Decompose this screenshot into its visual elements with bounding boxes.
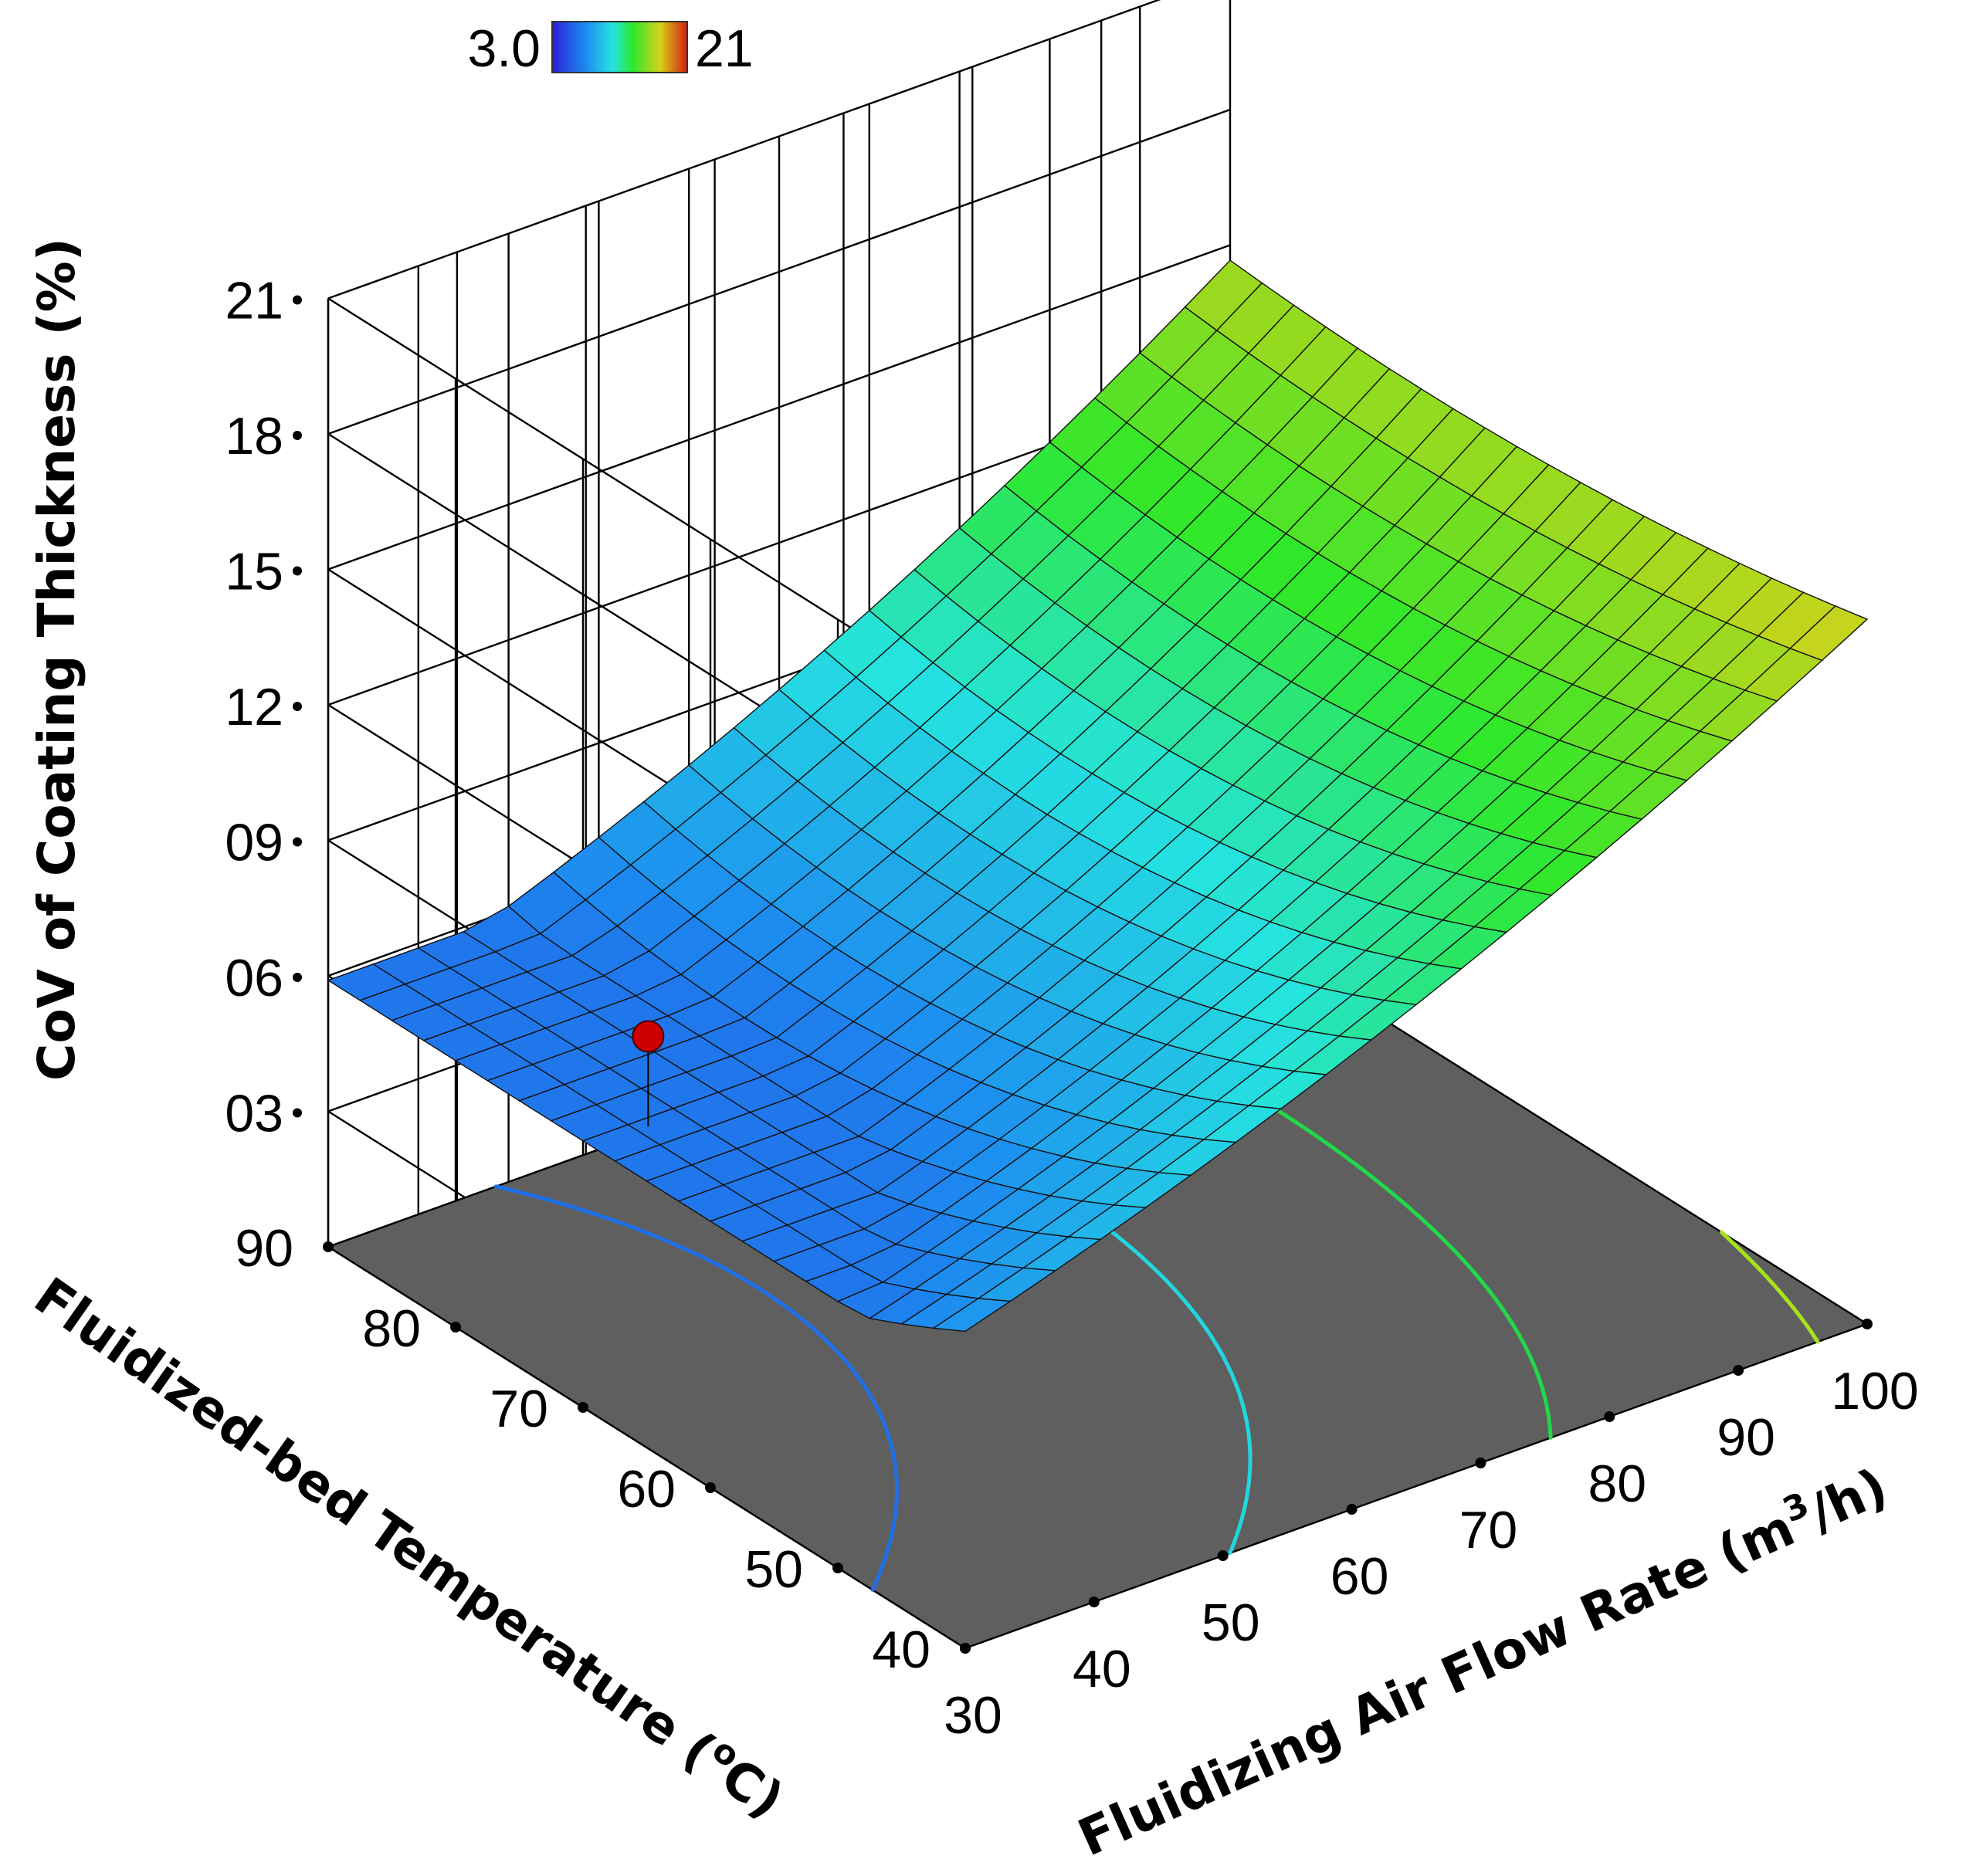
z-tick-label: 09 — [225, 814, 283, 872]
x-tick-label: 80 — [1588, 1454, 1646, 1513]
axes — [293, 295, 1873, 1654]
x-tick-mark — [1088, 1597, 1100, 1607]
y-tick-mark — [450, 1322, 461, 1333]
z-tick-mark — [293, 702, 302, 711]
colorbar — [551, 21, 688, 73]
z-tick-mark — [293, 566, 302, 576]
y-tick-label: 50 — [744, 1540, 803, 1599]
y-tick-mark — [832, 1563, 843, 1573]
z-tick-label: 18 — [225, 407, 283, 466]
x-tick-label: 50 — [1202, 1593, 1260, 1652]
y-tick-label: 80 — [362, 1299, 421, 1358]
y-tick-label: 70 — [490, 1380, 548, 1438]
x-tick-label: 100 — [1831, 1362, 1918, 1421]
x-tick-label: 90 — [1717, 1408, 1775, 1467]
x-tick-label: 30 — [944, 1686, 1002, 1745]
contour-line — [494, 1184, 899, 1592]
contour-line — [1719, 1230, 1820, 1344]
x-tick-mark — [1475, 1458, 1486, 1468]
x-tick-mark — [1346, 1504, 1358, 1515]
z-tick-label: 15 — [225, 543, 283, 601]
z-tick-label: 21 — [225, 272, 283, 330]
z-tick-mark — [293, 837, 302, 847]
x-tick-label: 40 — [1073, 1640, 1131, 1698]
surface-cell — [1789, 605, 1869, 662]
y-tick-mark — [705, 1482, 716, 1493]
y-tick-mark — [323, 1241, 334, 1252]
z-axis-title: CoV of Coating Thickness (%) — [27, 238, 86, 1081]
colorbar-min-label: 3.0 — [467, 19, 541, 78]
y-tick-label: 60 — [617, 1460, 676, 1519]
response-surface — [327, 259, 1869, 1333]
x-tick-mark — [1733, 1365, 1744, 1376]
x-tick-mark — [1604, 1411, 1615, 1422]
z-tick-label: 06 — [225, 949, 283, 1007]
z-tick-label: 12 — [225, 678, 283, 737]
y-tick-label: 90 — [235, 1219, 293, 1278]
design-point — [632, 1020, 665, 1053]
z-tick-mark — [293, 295, 302, 305]
y-tick-label: 40 — [872, 1620, 930, 1679]
tick-labels: 0306091215182140506070809030405060708090… — [225, 272, 1918, 1746]
x-tick-mark — [1217, 1550, 1229, 1561]
z-tick-mark — [293, 973, 302, 982]
colorbar-max-label: 21 — [695, 19, 754, 78]
x-tick-label: 70 — [1459, 1501, 1518, 1559]
z-tick-label: 03 — [225, 1085, 283, 1143]
design-point-layer — [632, 1020, 665, 1127]
z-tick-mark — [293, 1108, 302, 1118]
x-tick-label: 60 — [1330, 1547, 1389, 1606]
x-tick-mark — [960, 1643, 971, 1654]
x-tick-mark — [1862, 1319, 1873, 1329]
y-tick-mark — [578, 1402, 588, 1413]
z-tick-mark — [293, 431, 302, 440]
